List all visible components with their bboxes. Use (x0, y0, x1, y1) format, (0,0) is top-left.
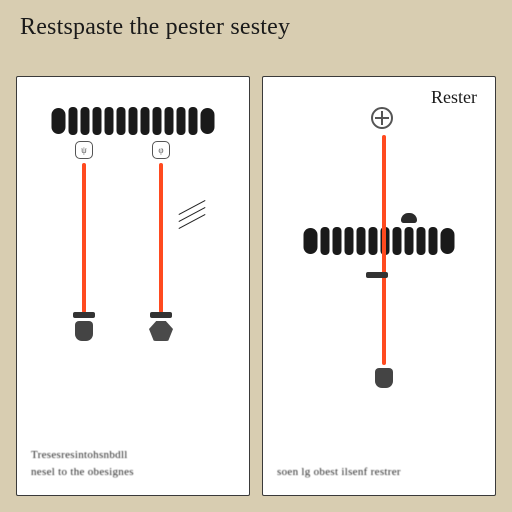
rod-weight (375, 368, 393, 388)
page-title: Restspaste the pester sestey (20, 14, 290, 41)
caption-line: soen lg obest ilsenf restrer (277, 464, 401, 481)
left-panel: ψ φ Tresesresintohsnbdll nesel to the ob… (16, 76, 250, 496)
caption-line: Tresesresintohsnbdll (31, 447, 134, 464)
rod-shaft (82, 163, 86, 313)
rod-right (375, 135, 393, 388)
right-panel-heading: Rester (431, 87, 477, 108)
resistor-top-bump (401, 213, 417, 223)
rod-guard (150, 312, 172, 318)
panels-row: ψ φ Tresesresintohsnbdll nesel to the ob… (16, 76, 496, 496)
rod-shaft (159, 163, 163, 313)
rod-left-1: φ (149, 141, 173, 341)
rod-top-icon: φ (152, 141, 170, 159)
rod-weight (75, 321, 93, 341)
rod-guard (73, 312, 95, 318)
left-caption: Tresesresintohsnbdll nesel to the obesig… (31, 447, 134, 481)
rod-guard (366, 272, 388, 278)
resistor-left (52, 107, 215, 135)
rod-shaft (382, 135, 386, 365)
crosshair-icon (371, 107, 393, 129)
right-caption: soen lg obest ilsenf restrer (277, 464, 401, 481)
rod-left-0: ψ (73, 141, 95, 341)
rod-top-icon: ψ (75, 141, 93, 159)
page: Restspaste the pester sestey ψ φ (0, 0, 512, 512)
caption-line: nesel to the obesignes (31, 464, 134, 481)
rod-weight (149, 321, 173, 341)
right-panel: Rester soen lg obest ilsenf restrer (262, 76, 496, 496)
